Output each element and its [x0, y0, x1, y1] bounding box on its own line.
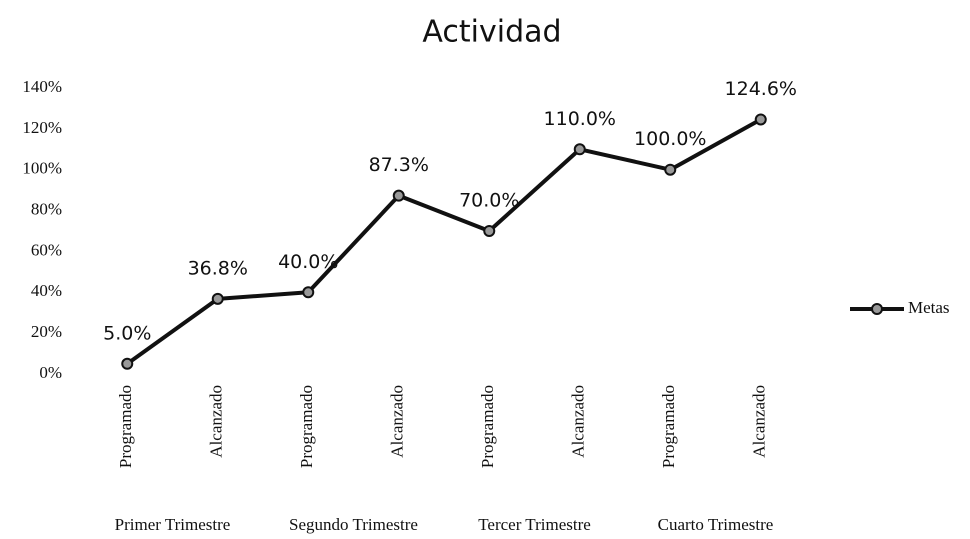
y-tick-label: 0% — [39, 363, 62, 382]
chart-title: Actividad — [422, 15, 561, 50]
data-label: 110.0% — [544, 108, 616, 130]
group-label: Cuarto Trimestre — [658, 515, 774, 534]
series-line — [126, 117, 762, 366]
legend-label: Metas — [908, 298, 950, 317]
point-marker — [754, 113, 767, 126]
x-tick-label: Programado — [297, 385, 316, 468]
x-tick-label: Alcanzado — [207, 385, 226, 458]
x-tick-label: Programado — [659, 385, 678, 468]
x-tick-label: Alcanzado — [569, 385, 588, 458]
data-label: 5.0% — [103, 322, 151, 344]
y-tick-label: 60% — [31, 240, 62, 259]
y-tick-label: 140% — [22, 77, 62, 96]
group-label: Segundo Trimestre — [289, 515, 418, 534]
data-label: 87.3% — [369, 154, 429, 176]
group-label: Tercer Trimestre — [478, 515, 591, 534]
legend-marker — [871, 303, 883, 315]
data-label: 70.0% — [459, 190, 519, 212]
data-label: 124.6% — [725, 78, 797, 100]
x-tick-label: Alcanzado — [388, 385, 407, 458]
point-marker — [121, 357, 134, 370]
y-tick-label: 100% — [22, 159, 62, 178]
x-tick-label: Programado — [478, 385, 497, 468]
data-label: 40.0% — [278, 251, 338, 273]
data-label: 36.8% — [188, 257, 248, 279]
point-marker — [392, 189, 405, 202]
group-label: Primer Trimestre — [115, 515, 231, 534]
y-tick-label: 120% — [22, 118, 62, 137]
x-tick-label: Alcanzado — [750, 385, 769, 458]
y-tick-label: 20% — [31, 322, 62, 341]
point-marker — [573, 143, 586, 156]
point-marker — [211, 292, 224, 305]
data-label: 100.0% — [634, 128, 706, 150]
point-marker — [664, 163, 677, 176]
y-tick-label: 80% — [31, 199, 62, 218]
point-marker — [302, 286, 315, 299]
y-tick-label: 40% — [31, 281, 62, 300]
point-marker — [483, 225, 496, 237]
x-tick-label: Programado — [116, 385, 135, 468]
